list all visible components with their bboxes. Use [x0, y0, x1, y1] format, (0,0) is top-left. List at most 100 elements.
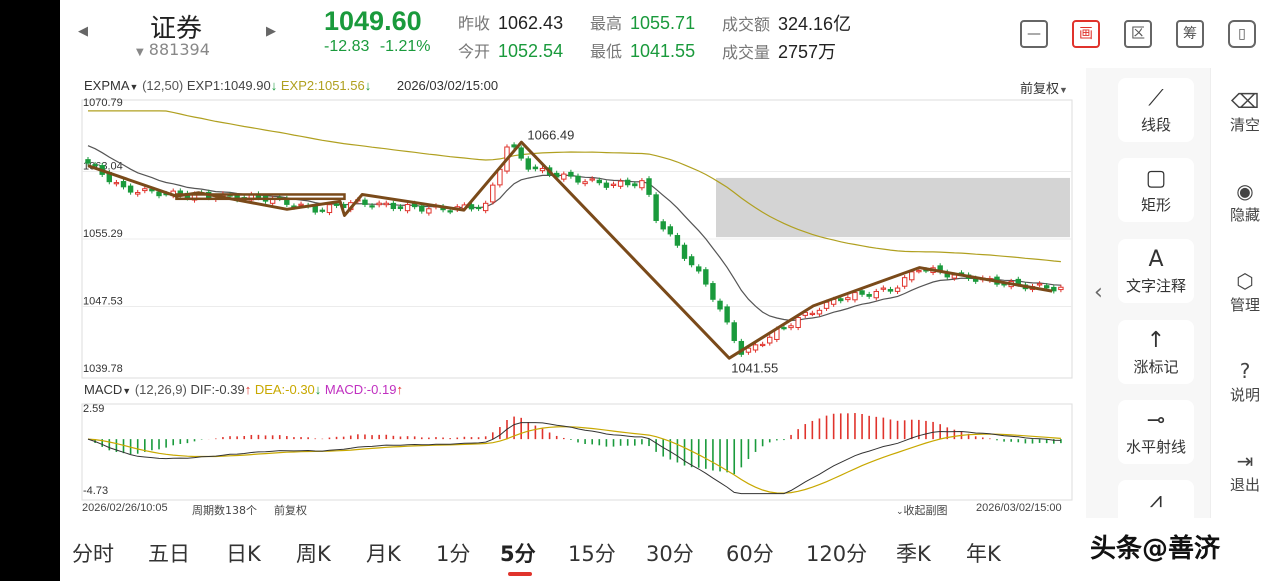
stock-code: 881394	[148, 40, 210, 59]
candle-body	[561, 173, 567, 180]
tab-monthly-k[interactable]: 月K	[366, 542, 401, 566]
tab-intraday[interactable]: 分时	[72, 542, 114, 566]
minus-square-icon[interactable]: —	[1020, 20, 1048, 48]
stat-volume: 成交量 2757万	[722, 42, 837, 62]
candle-body	[724, 306, 730, 323]
sidebar-hide[interactable]: ◉ 隐藏	[1211, 178, 1278, 225]
sidebar-manage[interactable]: ⬡ 管理	[1211, 268, 1278, 315]
stock-code-selector[interactable]: ▼ 881394	[136, 40, 210, 59]
candle-body	[582, 181, 588, 185]
macd-indicator-selector[interactable]: MACD▼	[84, 382, 132, 397]
exp2-value: EXP2:1051.56	[280, 78, 365, 93]
collapse-panel-icon[interactable]: ‹	[1094, 280, 1103, 305]
candle-body	[596, 179, 603, 184]
macd-legend: MACD▼ (12,26,9) DIF:-0.39↑ DEA:-0.30↓ MA…	[84, 382, 403, 397]
chart-canvas[interactable]: 1070.791063.041055.291047.531039.782.59-…	[68, 68, 1086, 518]
candle-body	[298, 203, 304, 206]
macd-tick-label: 2.59	[83, 403, 104, 415]
tab-quarterly-k[interactable]: 季K	[896, 542, 931, 566]
footer-adjust: 前复权	[274, 504, 307, 517]
candle-body	[632, 183, 638, 187]
tab-5min[interactable]: 5分	[500, 542, 536, 566]
tool-text-annotation[interactable]: A 文字注释	[1118, 239, 1194, 303]
sidebar-help[interactable]: ? 说明	[1211, 358, 1278, 405]
tool-rectangle[interactable]: ▢ 矩形	[1118, 158, 1194, 222]
tab-15min[interactable]: 15分	[568, 542, 616, 566]
candle-body	[482, 202, 489, 212]
candle-body	[475, 206, 482, 210]
period-tabs: 分时 五日 日K 周K 月K 1分 5分 15分 30分 60分 120分 季K…	[60, 524, 1278, 581]
candle-body	[390, 202, 397, 210]
draw-icon[interactable]: 画	[1072, 20, 1100, 48]
candle-body	[866, 293, 872, 297]
horizontal-ray-icon: ⊸	[1146, 408, 1166, 433]
sidebar-clear[interactable]: ⌫ 清空	[1211, 88, 1278, 135]
candle-body	[880, 287, 887, 290]
candle-body	[532, 166, 539, 170]
candle-body	[468, 204, 475, 210]
footer-end-time: 2026/03/02/15:00	[976, 502, 1062, 514]
quote-header: ◀ ▶ 证券 ▼ 881394 1049.60 -12.83 -1.21% 昨收…	[60, 0, 1278, 68]
tab-60min[interactable]: 60分	[726, 542, 774, 566]
chip-icon[interactable]: 筹	[1176, 20, 1204, 48]
candle-body	[688, 256, 695, 266]
candle-body	[795, 317, 801, 328]
candle-body	[518, 147, 524, 159]
candle-body	[809, 312, 816, 316]
app-window: ◀ ▶ 证券 ▼ 881394 1049.60 -12.83 -1.21% 昨收…	[60, 0, 1278, 581]
tool-more[interactable]: ⩘	[1118, 480, 1194, 518]
adjust-selector[interactable]: 前复权▼	[1020, 82, 1068, 97]
next-stock-button[interactable]: ▶	[266, 24, 276, 39]
candle-body	[419, 205, 425, 212]
help-icon: ?	[1239, 359, 1251, 383]
prev-stock-button[interactable]: ◀	[78, 24, 88, 39]
candle-body	[511, 144, 517, 148]
candle-body	[589, 178, 595, 181]
region-icon[interactable]: 区	[1124, 20, 1152, 48]
exit-icon: ⇥	[1236, 449, 1254, 473]
candle-body	[667, 226, 674, 235]
candle-body	[646, 178, 652, 195]
tab-120min[interactable]: 120分	[806, 542, 868, 566]
tab-daily-k[interactable]: 日K	[226, 542, 261, 566]
watermark: 头条@善济	[1090, 534, 1221, 564]
right-sidebar: ⌫ 清空 ◉ 隐藏 ⬡ 管理 ? 说明 ⇥ 退出	[1210, 68, 1278, 518]
price-change: -12.83 -1.21%	[324, 38, 431, 56]
candle-body	[901, 277, 908, 287]
candle-body	[887, 288, 894, 292]
candle-body	[426, 208, 432, 214]
tool-line-segment[interactable]: ⟋ 线段	[1118, 78, 1194, 142]
candle-body	[1036, 283, 1043, 286]
stat-prev-close: 昨收 1062.43	[458, 13, 564, 33]
collapse-subchart-button[interactable]: ⌄收起副图	[896, 504, 948, 517]
candle-body	[92, 164, 98, 167]
tab-weekly-k[interactable]: 周K	[296, 542, 331, 566]
candle-body	[681, 244, 688, 259]
main-indicator-selector[interactable]: EXPMA▼	[84, 78, 139, 93]
stat-open: 今开 1052.54	[458, 41, 564, 61]
candle-body	[404, 204, 411, 212]
caret-down-icon: ▼	[136, 47, 144, 58]
stock-name: 证券	[150, 14, 203, 44]
kline-chart[interactable]: 1070.791063.041055.291047.531039.782.59-…	[68, 68, 1086, 518]
macd-params: (12,26,9)	[134, 382, 187, 397]
tab-1min[interactable]: 1分	[436, 542, 471, 566]
tab-five-day[interactable]: 五日	[148, 542, 190, 566]
tool-up-mark[interactable]: ↑ 涨标记	[1118, 320, 1194, 384]
candle-body	[525, 158, 531, 170]
change-value: -12.83	[324, 38, 370, 55]
tab-yearly-k[interactable]: 年K	[966, 542, 1001, 566]
sidebar-exit[interactable]: ⇥ 退出	[1211, 448, 1278, 495]
eye-icon: ◉	[1236, 179, 1254, 203]
dif-value: DIF:-0.39	[190, 382, 245, 397]
stat-high: 最高 1055.71	[590, 13, 696, 33]
candle-body	[610, 183, 617, 186]
tab-30min[interactable]: 30分	[646, 542, 694, 566]
candle-body	[653, 194, 659, 221]
candle-body	[674, 235, 681, 246]
multi-screen-icon[interactable]: ▯	[1228, 20, 1256, 48]
change-percent: -1.21%	[379, 38, 431, 55]
tool-horizontal-ray[interactable]: ⊸ 水平射线	[1118, 400, 1194, 464]
candle-body	[383, 202, 389, 206]
candle-body	[369, 205, 375, 208]
